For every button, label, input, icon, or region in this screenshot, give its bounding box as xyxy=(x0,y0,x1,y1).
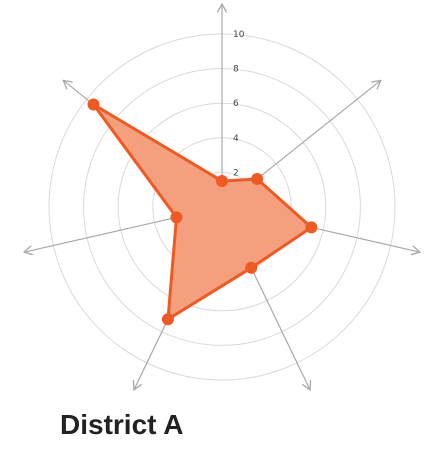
data-point-6 xyxy=(170,211,183,224)
tick-label-10: 10 xyxy=(233,30,245,40)
tick-label-4: 4 xyxy=(233,134,239,144)
radar-chart: 2 4 6 8 10 xyxy=(0,0,444,400)
chart-title: District A xyxy=(60,409,184,440)
data-point-4 xyxy=(245,261,258,274)
data-point-5 xyxy=(161,313,174,326)
tick-label-2: 2 xyxy=(233,168,239,178)
series-area xyxy=(92,103,313,321)
tick-label-8: 8 xyxy=(233,65,239,75)
data-point-3 xyxy=(305,221,318,234)
tick-labels: 2 4 6 8 10 xyxy=(233,30,245,178)
tick-label-6: 6 xyxy=(233,99,239,109)
data-point-1 xyxy=(216,175,228,188)
series-district-a xyxy=(87,98,318,326)
data-point-7 xyxy=(87,98,100,111)
data-point-2 xyxy=(251,172,264,185)
